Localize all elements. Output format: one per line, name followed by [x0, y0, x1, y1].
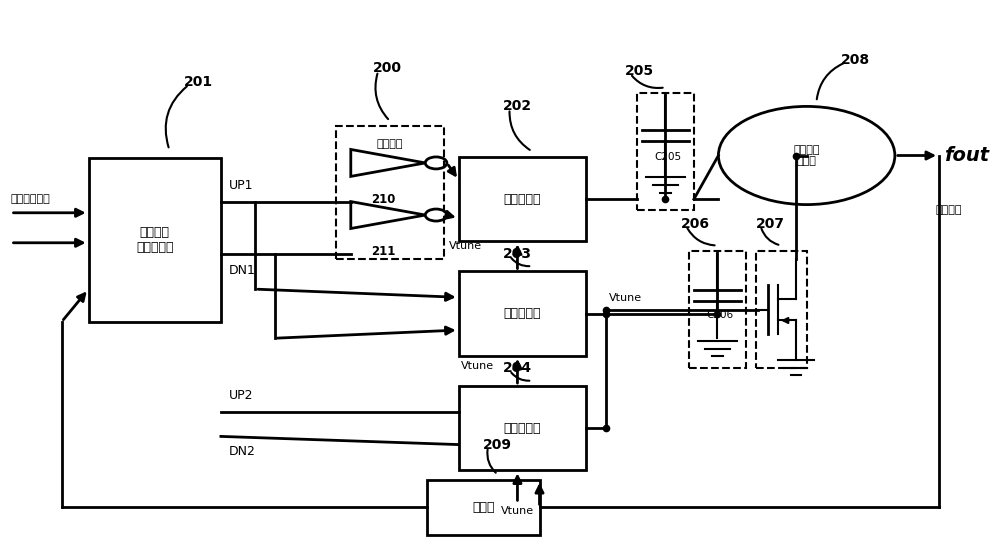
Bar [756, 251, 807, 368]
Circle shape [718, 106, 895, 204]
Text: C205: C205 [655, 152, 682, 163]
Text: 208: 208 [841, 53, 870, 67]
Text: 第二电荷泵: 第二电荷泵 [504, 307, 541, 320]
Text: 输入参考频率: 输入参考频率 [11, 194, 50, 204]
Text: DN2: DN2 [229, 445, 256, 458]
Bar [336, 126, 444, 259]
Text: UP2: UP2 [229, 389, 253, 402]
Bar [459, 157, 586, 241]
Text: UP1: UP1 [229, 179, 253, 192]
Bar [459, 386, 586, 471]
Bar [427, 480, 540, 534]
Text: 203: 203 [503, 247, 532, 261]
Text: Vtune: Vtune [501, 506, 534, 516]
Text: C206: C206 [707, 310, 734, 321]
Bar [459, 272, 586, 356]
Text: Vtune: Vtune [609, 293, 642, 302]
Text: 202: 202 [503, 99, 532, 114]
Text: 209: 209 [483, 437, 512, 452]
Text: Vtune: Vtune [461, 361, 494, 371]
Text: DN1: DN1 [229, 263, 256, 277]
Text: 反向单元: 反向单元 [377, 139, 403, 149]
Text: 211: 211 [371, 245, 395, 258]
Text: 多相输出
鉴频鉴相器: 多相输出 鉴频鉴相器 [136, 226, 173, 254]
Text: 201: 201 [184, 75, 213, 89]
Bar [89, 158, 221, 322]
Text: 207: 207 [756, 217, 785, 231]
Bar [689, 251, 746, 368]
Bar [637, 93, 694, 210]
Text: 210: 210 [371, 193, 395, 206]
Text: Vtune: Vtune [449, 241, 482, 251]
Text: 206: 206 [681, 217, 710, 231]
Text: 第一电荷泵: 第一电荷泵 [504, 193, 541, 206]
Text: 输出频率: 输出频率 [936, 205, 962, 215]
Text: fout: fout [944, 146, 989, 165]
Text: 200: 200 [373, 61, 402, 75]
Text: 压控振荡
器阵列: 压控振荡 器阵列 [793, 145, 820, 166]
Text: 205: 205 [625, 64, 654, 78]
Text: 第三电荷泵: 第三电荷泵 [504, 422, 541, 435]
Text: 204: 204 [503, 361, 532, 375]
Text: 分频器: 分频器 [472, 501, 494, 514]
